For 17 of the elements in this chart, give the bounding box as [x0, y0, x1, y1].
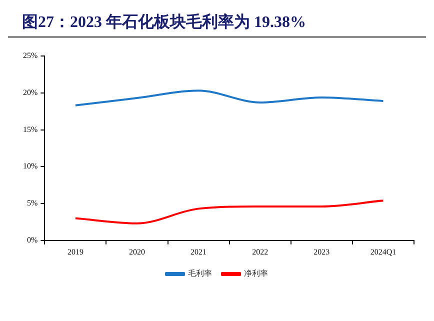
y-tick-label: 0% [26, 235, 38, 244]
y-tick-label: 5% [26, 198, 38, 208]
x-tick-label: 2023 [314, 247, 330, 256]
legend-label: 毛利率 [188, 269, 212, 278]
y-tick-label: 25% [22, 51, 38, 60]
x-tick-label: 2024Q1 [370, 247, 396, 256]
x-tick-label: 2019 [67, 247, 84, 256]
x-tick-label: 2021 [190, 247, 207, 256]
y-tick-label: 15% [22, 124, 38, 134]
chart-title: 图27：2023 年石化板块毛利率为 19.38% [21, 12, 307, 33]
y-tick-label: 20% [22, 88, 38, 97]
x-tick-label: 2022 [252, 247, 268, 256]
line-series [74, 200, 384, 224]
line-series [74, 90, 384, 106]
x-tick-label: 2020 [129, 247, 145, 256]
y-tick-label: 10% [22, 162, 38, 171]
legend-label: 净利率 [244, 269, 268, 278]
